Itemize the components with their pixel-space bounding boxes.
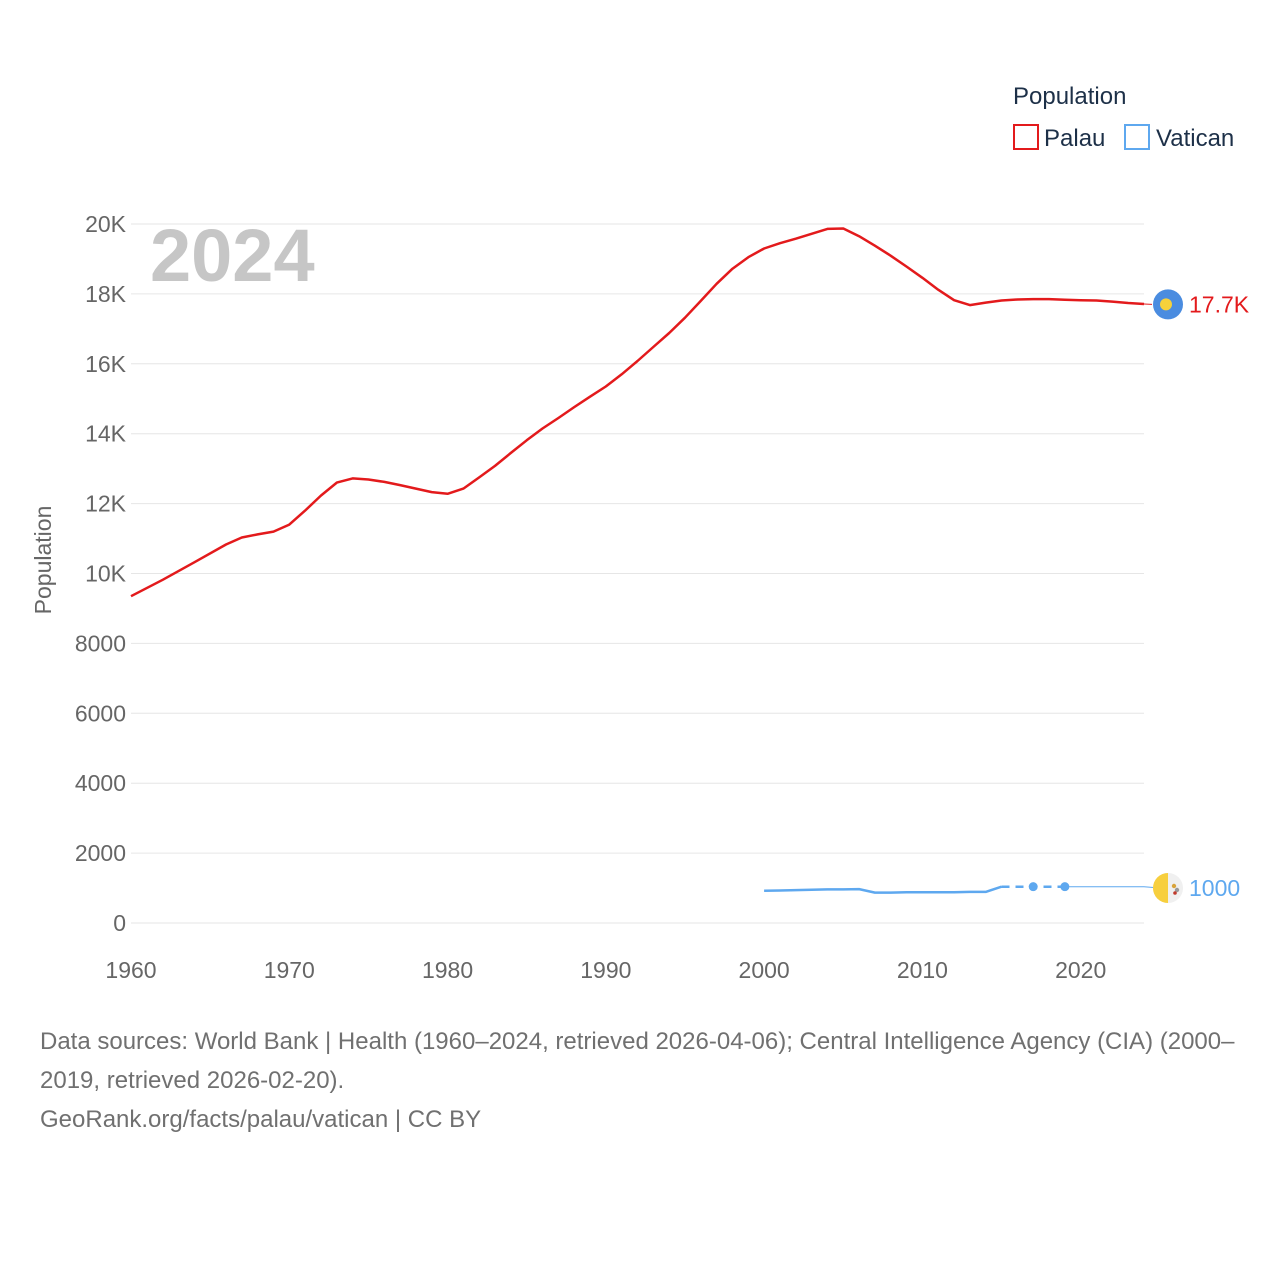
y-tick-label: 6000 <box>75 700 126 726</box>
y-tick-label: 12K <box>85 491 127 517</box>
x-tick-label: 1980 <box>422 957 473 983</box>
legend-item-palau[interactable]: Palau <box>1013 124 1105 152</box>
vatican-data-point <box>1060 882 1070 892</box>
attribution[interactable]: GeoRank.org/facts/palau/vatican | CC BY <box>40 1106 482 1133</box>
x-tick-label: 2000 <box>739 957 790 983</box>
y-tick-label: 2000 <box>75 840 126 866</box>
legend[interactable]: Population Palau Vatican <box>1013 83 1234 152</box>
x-tick-label: 1970 <box>264 957 315 983</box>
vatican-flag-icon <box>1153 873 1183 903</box>
vatican-end-marker: 1000 <box>1153 873 1240 903</box>
series-line-palau <box>130 227 1145 598</box>
y-tick-label: 10K <box>85 561 127 587</box>
y-tick-label: 4000 <box>75 770 126 796</box>
x-axis-ticks: 1960 1970 1980 1990 2000 2010 2020 <box>105 957 1106 983</box>
legend-title: Population <box>1013 83 1126 110</box>
series-line-vatican <box>764 885 1002 894</box>
x-tick-label: 1990 <box>580 957 631 983</box>
x-tick-label: 1960 <box>105 957 156 983</box>
year-label: 2024 <box>150 214 315 297</box>
legend-item-vatican[interactable]: Vatican <box>1124 124 1234 152</box>
y-tick-label: 18K <box>85 281 127 307</box>
line-chart: 0 2000 4000 6000 8000 10K 12K 14K 16K 18K 20K 1960… <box>30 83 1250 983</box>
palau-end-marker: 17.7K <box>1143 289 1250 320</box>
legend-label-palau: Palau <box>1044 125 1105 152</box>
x-tick-label: 2020 <box>1055 957 1106 983</box>
footer: Data sources: World Bank | Health (1960–… <box>40 1022 1250 1139</box>
y-axis-title: Population <box>30 506 56 615</box>
legend-label-vatican: Vatican <box>1156 125 1234 152</box>
palau-flag-icon <box>1153 289 1183 320</box>
legend-swatch-palau <box>1013 124 1039 150</box>
gridlines <box>131 223 1144 924</box>
data-sources: Data sources: World Bank | Health (1960–… <box>40 1028 1235 1094</box>
vatican-end-value: 1000 <box>1189 875 1240 901</box>
y-tick-label: 20K <box>85 211 127 237</box>
series-line-vatican-extension <box>1064 886 1161 889</box>
series-lines <box>130 227 1161 894</box>
legend-swatch-vatican <box>1124 124 1150 150</box>
y-tick-label: 8000 <box>75 630 126 656</box>
y-tick-label: 14K <box>85 421 127 447</box>
vatican-data-point <box>1028 882 1038 892</box>
y-tick-label: 0 <box>113 910 126 936</box>
palau-end-value: 17.7K <box>1189 291 1250 317</box>
y-tick-label: 16K <box>85 351 127 377</box>
x-tick-label: 2010 <box>897 957 948 983</box>
y-axis-ticks: 0 2000 4000 6000 8000 10K 12K 14K 16K 18K 20K <box>75 211 127 936</box>
